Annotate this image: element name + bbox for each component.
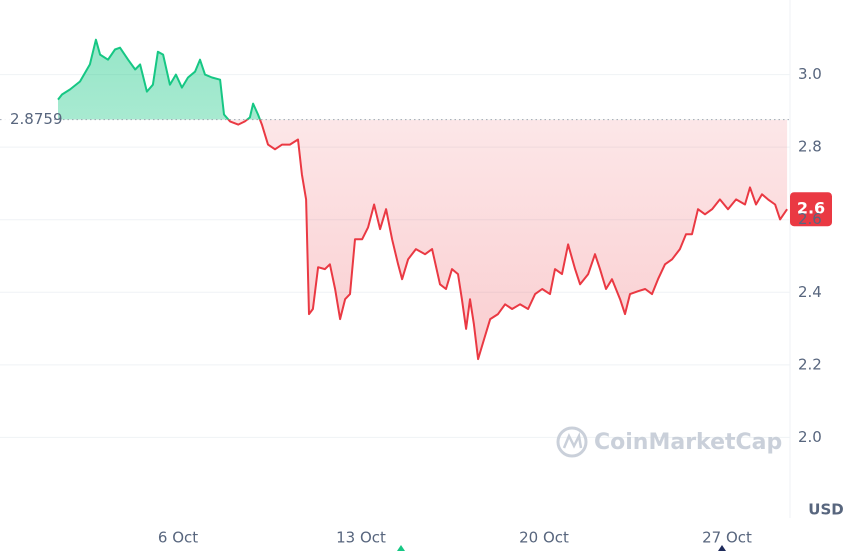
baseline-badge [4,108,54,131]
y-tick-label: 2.4 [798,283,822,301]
currency-label: USD [808,501,843,519]
x-tick-label: 20 Oct [519,529,569,547]
watermark: CoinMarketCap [556,426,782,458]
price-line-down [227,119,788,361]
y-tick-label: 3.0 [798,65,822,83]
y-tick-label: 2.8 [798,138,822,156]
y-tick-label: 2.0 [798,428,822,446]
event-marker [397,545,405,551]
event-marker [718,545,726,551]
baseline-label: 2.8759 [10,110,63,128]
current-price-badge [790,192,832,227]
x-tick-label: 13 Oct [336,529,386,547]
y-tick-label: 2.2 [798,355,822,373]
price-line-up [57,38,262,120]
watermark-text: CoinMarketCap [594,430,782,455]
x-tick-label: 6 Oct [158,529,198,547]
y-tick-label: 2.6 [798,210,822,228]
x-tick-label: 27 Oct [702,529,752,547]
area-below [58,119,788,360]
current-price-label: 2.6 [797,199,825,218]
